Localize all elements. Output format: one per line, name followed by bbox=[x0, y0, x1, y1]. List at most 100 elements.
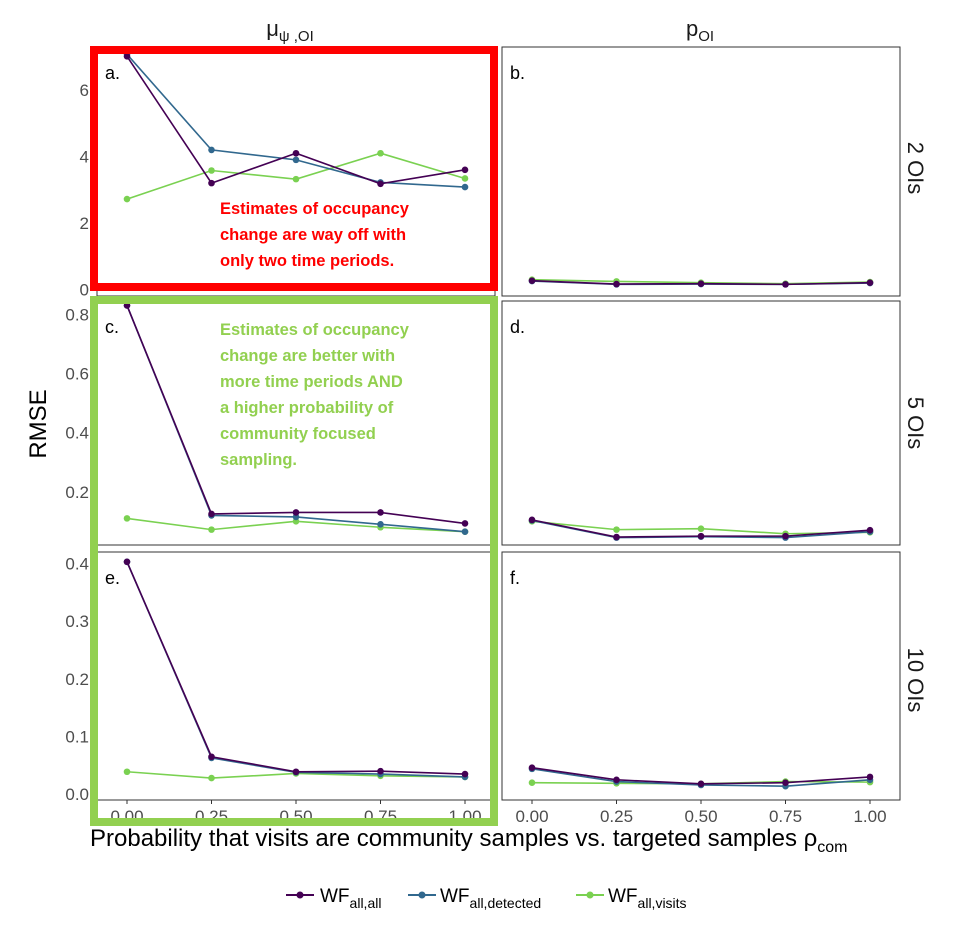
green-highlight-box bbox=[90, 296, 498, 826]
data-point bbox=[123, 558, 131, 566]
x-tick-label: 0.00 bbox=[515, 807, 548, 826]
data-point bbox=[528, 516, 536, 524]
data-point bbox=[697, 780, 705, 788]
data-point bbox=[292, 149, 300, 157]
legend-item-all-visits: WFall,visits bbox=[576, 886, 687, 911]
data-point bbox=[292, 175, 300, 183]
data-point bbox=[377, 509, 384, 516]
data-point bbox=[377, 767, 384, 775]
panel-frame bbox=[501, 551, 901, 801]
data-point bbox=[697, 532, 705, 540]
data-point bbox=[123, 515, 131, 522]
row-strip-10: 10 OIs bbox=[903, 648, 928, 713]
x-tick-label: 0.50 bbox=[684, 807, 717, 826]
x-tick-label: 0.25 bbox=[600, 807, 633, 826]
y-tick-label: 0.4 bbox=[65, 555, 89, 574]
y-tick-label: 0.4 bbox=[65, 424, 89, 443]
data-point bbox=[208, 167, 215, 174]
y-tick-label: 6 bbox=[80, 81, 89, 100]
panel-d: d. bbox=[501, 300, 901, 546]
data-point bbox=[613, 280, 620, 288]
row-strip-5: 5 OIs bbox=[903, 397, 928, 450]
data-point bbox=[123, 195, 131, 203]
svg-text:WFall,all: WFall,all bbox=[320, 886, 381, 911]
data-point bbox=[782, 281, 789, 288]
column-strip-mu: μψ ,OI bbox=[266, 16, 314, 45]
data-point bbox=[528, 779, 536, 786]
data-point bbox=[377, 520, 384, 528]
data-point bbox=[461, 520, 469, 527]
panel-frame bbox=[96, 551, 496, 801]
row-strip-2: 2 OIs bbox=[903, 142, 928, 195]
y-tick-label: 0.8 bbox=[65, 305, 89, 324]
data-point bbox=[461, 528, 469, 535]
data-point bbox=[292, 768, 300, 776]
data-point bbox=[528, 277, 536, 285]
panel-frame bbox=[501, 300, 901, 546]
data-point bbox=[208, 179, 215, 187]
y-tick-label: 2 bbox=[80, 214, 89, 233]
data-point bbox=[613, 526, 620, 533]
panel-label: c. bbox=[105, 317, 119, 337]
y-tick-label: 4 bbox=[80, 148, 89, 167]
data-point bbox=[461, 183, 469, 191]
panel-label: b. bbox=[510, 63, 525, 83]
panel-e: 0.00.10.20.30.40.00 0.25 0.50 0.75 1.00e. bbox=[65, 551, 496, 826]
y-tick-label: 0.2 bbox=[65, 670, 89, 689]
data-point bbox=[697, 280, 705, 288]
x-tick-label: 1.00 bbox=[853, 807, 886, 826]
panel-b: b. bbox=[501, 46, 901, 297]
panel-a: 0 2 4 6 a. bbox=[80, 46, 496, 299]
legend: WFall,all WFall,detected WFall,visits bbox=[286, 886, 687, 911]
svg-text:WFall,visits: WFall,visits bbox=[608, 886, 687, 911]
y-tick-label: 0.1 bbox=[65, 728, 89, 747]
data-point bbox=[123, 52, 131, 60]
data-point bbox=[782, 779, 789, 786]
data-point bbox=[208, 753, 215, 761]
data-point bbox=[528, 764, 536, 772]
data-point bbox=[613, 776, 620, 784]
data-point bbox=[292, 156, 300, 164]
x-tick-label: 0.75 bbox=[769, 807, 802, 826]
data-point bbox=[123, 768, 131, 776]
data-point bbox=[208, 510, 215, 518]
panel-label: e. bbox=[105, 568, 120, 588]
panel-label: a. bbox=[105, 63, 120, 83]
column-strip-p: pOI bbox=[686, 16, 714, 45]
data-point bbox=[292, 509, 300, 516]
panel-frame bbox=[96, 300, 496, 546]
panel-frame bbox=[96, 46, 496, 297]
data-point bbox=[377, 180, 384, 188]
data-point bbox=[866, 526, 874, 534]
legend-item-all-all: WFall,all bbox=[286, 886, 381, 911]
red-highlight-box bbox=[90, 46, 498, 291]
panel-label: f. bbox=[510, 568, 520, 588]
svg-text:WFall,detected: WFall,detected bbox=[440, 886, 541, 911]
panel-f: 0.00 0.25 0.50 0.75 1.00 f. bbox=[501, 551, 901, 826]
data-point bbox=[461, 175, 469, 182]
annotation-green: Estimates of occupancy change are better… bbox=[220, 321, 414, 469]
x-axis-title: Probability that visits are community sa… bbox=[90, 825, 848, 856]
data-point bbox=[866, 279, 874, 287]
panel-label: d. bbox=[510, 317, 525, 337]
panel-frame bbox=[501, 46, 901, 297]
data-point bbox=[377, 149, 384, 157]
data-point bbox=[613, 533, 620, 541]
y-tick-label: 0.2 bbox=[65, 483, 89, 502]
data-point bbox=[461, 166, 469, 174]
annotation-red: Estimates of occupancy change are way of… bbox=[220, 200, 414, 270]
y-tick-label: 0.0 bbox=[65, 785, 89, 804]
y-tick-label: 0 bbox=[80, 280, 89, 299]
y-axis-title: RMSE bbox=[25, 389, 52, 458]
data-point bbox=[866, 773, 874, 781]
y-tick-label: 0.6 bbox=[65, 364, 89, 383]
y-tick-label: 0.3 bbox=[65, 612, 89, 631]
data-point bbox=[461, 770, 469, 778]
data-point bbox=[208, 774, 215, 782]
data-point bbox=[697, 525, 705, 533]
data-point bbox=[782, 532, 789, 540]
panel-c: 0.2 0.4 0.6 0.8 c. bbox=[65, 300, 496, 546]
data-point bbox=[208, 146, 215, 154]
